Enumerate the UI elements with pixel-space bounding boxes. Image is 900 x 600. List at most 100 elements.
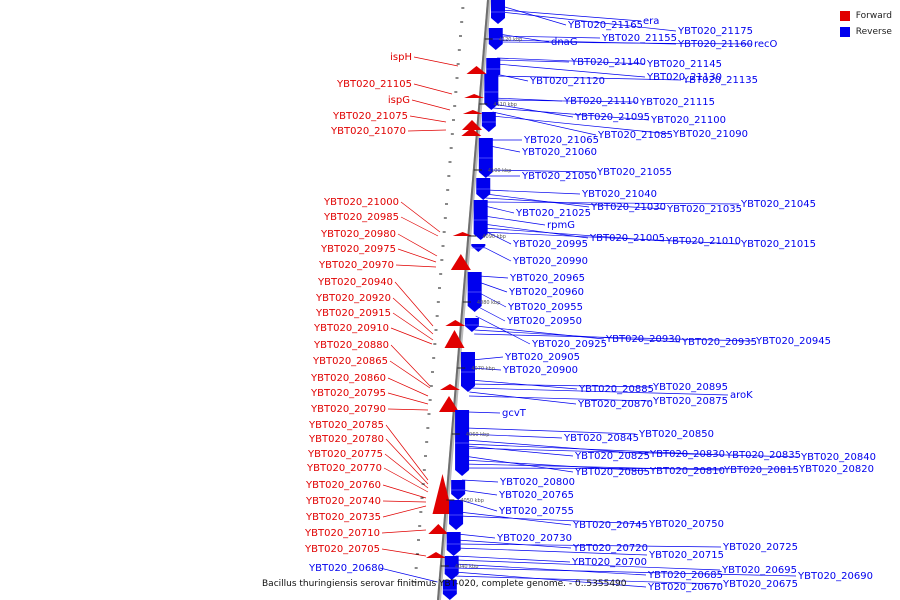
reverse-gene-label: YBT020_20950 xyxy=(506,316,582,327)
forward-gene xyxy=(461,128,482,136)
reverse-gene-label: YBT020_20725 xyxy=(722,542,798,553)
reverse-gene-label: YBT020_20845 xyxy=(563,433,639,444)
forward-leader-line xyxy=(383,467,429,493)
forward-gene-label: YBT020_20740 xyxy=(305,496,381,507)
reverse-leader-line xyxy=(462,467,798,470)
forward-leader-line xyxy=(397,248,437,263)
reverse-gene-label: YBT020_21130 xyxy=(646,72,722,83)
reverse-leader-line xyxy=(476,305,506,322)
reverse-leader-line xyxy=(489,145,521,153)
forward-leader-line xyxy=(384,453,429,489)
forward-gene-label: YBT020_20775 xyxy=(307,449,383,460)
forward-leader-line xyxy=(381,529,427,534)
forward-leader-line xyxy=(392,312,434,341)
forward-leader-line xyxy=(390,327,433,345)
forward-leader-line xyxy=(407,129,447,132)
forward-gene-label: YBT020_20970 xyxy=(318,260,394,271)
forward-gene xyxy=(462,120,482,130)
reverse-leader-line xyxy=(485,193,590,208)
reverse-gene-label: YBT020_21100 xyxy=(650,115,726,126)
forward-leader-line xyxy=(387,392,429,405)
reverse-leader-line xyxy=(469,391,577,405)
forward-leader-line xyxy=(411,99,451,111)
reverse-gene-label: YBT020_20905 xyxy=(504,352,580,363)
legend-swatch-forward xyxy=(839,11,850,21)
reverse-gene-label: YBT020_21090 xyxy=(672,129,748,140)
legend-item-forward: Forward xyxy=(839,8,892,24)
reverse-gene-label: YBT020_20670 xyxy=(647,582,723,593)
reverse-gene-label: YBT020_21120 xyxy=(529,76,605,87)
forward-gene-label: YBT020_20710 xyxy=(304,528,380,539)
reverse-gene-label: YBT020_21035 xyxy=(666,204,742,215)
reverse-gene-label: YBT020_20900 xyxy=(502,365,578,376)
reverse-gene-label: YBT020_20935 xyxy=(681,337,757,348)
forward-leader-line xyxy=(381,548,427,557)
legend-item-reverse: Reverse xyxy=(839,24,892,40)
reverse-leader-line xyxy=(464,447,800,458)
reverse-leader-line xyxy=(486,189,581,195)
reverse-gene-label: YBT020_21045 xyxy=(740,199,816,210)
reverse-gene-label: YBT020_20815 xyxy=(723,465,799,476)
reverse-leader-line xyxy=(487,169,596,173)
reverse-gene-label: YBT020_21165 xyxy=(567,20,643,31)
forward-gene-label: YBT020_20790 xyxy=(310,404,386,415)
forward-gene-label: YBT020_20940 xyxy=(317,277,393,288)
forward-gene-label: YBT020_20735 xyxy=(305,512,381,523)
forward-gene xyxy=(444,330,465,348)
gene-labels: ispH YBT020_21105 ispG YBT020_21075 YBT020_2… xyxy=(304,16,876,593)
reverse-gene-label: YBT020_21155 xyxy=(601,33,677,44)
reverse-gene-label: YBT020_20925 xyxy=(531,339,607,350)
forward-leader-line xyxy=(413,56,459,67)
reverse-gene-label: YBT020_21085 xyxy=(597,130,673,141)
reverse-gene-label: YBT020_20675 xyxy=(722,579,798,590)
reverse-leader-line xyxy=(467,411,501,414)
reverse-gene-label: YBT020_20685 xyxy=(647,570,723,581)
reverse-leader-line xyxy=(455,559,721,571)
reverse-gene-label: YBT020_20800 xyxy=(499,477,575,488)
forward-gene-label: YBT020_20780 xyxy=(308,434,384,445)
reverse-leader-line xyxy=(474,329,681,343)
scale-tick-label: 4060 kbp xyxy=(466,432,490,438)
scale-tick-label: 4090 kbp xyxy=(482,234,506,240)
forward-leader-line xyxy=(387,377,429,397)
reverse-gene-label: YBT020_20930 xyxy=(605,334,681,345)
reverse-leader-line xyxy=(482,231,740,245)
reverse-gene-label: YBT020_21135 xyxy=(682,75,758,86)
reverse-leader-line xyxy=(463,463,723,471)
reverse-leader-line xyxy=(495,75,682,81)
reverse-leader-line xyxy=(500,11,677,32)
reverse-gene-label: YBT020_20720 xyxy=(572,543,648,554)
reverse-gene-label: YBT020_20895 xyxy=(652,382,728,393)
reverse-gene-label: YBT020_20850 xyxy=(638,429,714,440)
reverse-gene-label: YBT020_20730 xyxy=(496,533,572,544)
forward-leader-line xyxy=(385,438,429,485)
reverse-leader-line xyxy=(501,9,642,22)
forward-gene-label: YBT020_21105 xyxy=(336,79,412,90)
scale-tick-label: 4100 kbp xyxy=(488,168,512,174)
legend: Forward Reverse xyxy=(839,8,892,40)
forward-gene xyxy=(432,474,453,514)
forward-gene xyxy=(466,66,487,74)
reverse-leader-line xyxy=(454,567,797,577)
scale-tick-label: 4110 kbp xyxy=(493,102,517,108)
forward-gene xyxy=(439,396,459,412)
forward-gene-label: YBT020_20975 xyxy=(320,244,396,255)
forward-gene xyxy=(464,94,485,98)
reverse-leader-line xyxy=(484,205,515,214)
forward-gene-label: YBT020_20795 xyxy=(310,388,386,399)
forward-gene-label: YBT020_20860 xyxy=(310,373,386,384)
forward-leader-line xyxy=(382,484,427,499)
reverse-gene-label: YBT020_20990 xyxy=(512,256,588,267)
reverse-gene-label: YBT020_21015 xyxy=(740,239,816,250)
forward-leader-line xyxy=(394,281,434,327)
reverse-leader-line xyxy=(470,379,578,390)
reverse-leader-line xyxy=(475,315,531,345)
reverse-leader-line xyxy=(468,395,652,402)
forward-gene-label: YBT020_20985 xyxy=(323,212,399,223)
forward-leader-line xyxy=(387,408,429,411)
forward-gene xyxy=(445,320,466,326)
forward-gene-label: YBT020_20865 xyxy=(312,356,388,367)
forward-leader-line xyxy=(400,201,441,233)
reverse-gene-label: YBT020_21040 xyxy=(581,189,657,200)
